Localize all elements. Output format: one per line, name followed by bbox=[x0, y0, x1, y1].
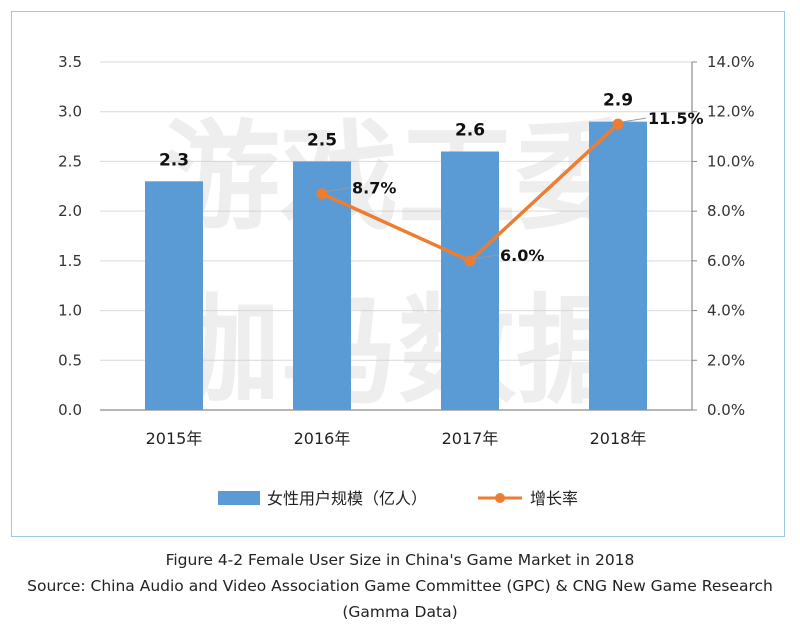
y-left-tick-label: 3.5 bbox=[58, 53, 82, 71]
bar bbox=[441, 151, 499, 410]
y-left-tick-label: 3.0 bbox=[58, 103, 82, 121]
y-right-tick-label: 8.0% bbox=[707, 202, 745, 220]
growth-rate-label: 6.0% bbox=[500, 246, 544, 265]
y-left-tick-label: 2.0 bbox=[58, 202, 82, 220]
growth-rate-leader bbox=[620, 117, 647, 123]
growth-rate-point bbox=[316, 188, 328, 200]
watermark-line-1: 游戏工委 bbox=[162, 108, 634, 246]
watermark: 游戏工委 伽马数据 bbox=[162, 108, 634, 420]
y-right-tick-label: 2.0% bbox=[707, 351, 745, 369]
bar-value-label: 2.5 bbox=[307, 130, 337, 150]
growth-rate-leader bbox=[472, 254, 499, 260]
growth-rate-label: 8.7% bbox=[352, 179, 396, 198]
y-right-tick-label: 10.0% bbox=[707, 152, 755, 170]
bar-series: 2.3 2.5 2.6 2.9 bbox=[145, 91, 647, 411]
bar bbox=[589, 121, 647, 411]
y-right-tick-label: 12.0% bbox=[707, 103, 755, 121]
legend-bar-swatch bbox=[218, 491, 260, 505]
figure-caption: Figure 4-2 Female User Size in China's G… bbox=[0, 547, 800, 625]
chart: 游戏工委 伽马数据 0.0 0.5 1.0 1.5 2.0 2.5 3.0 3.5 0.0% 2.… bbox=[58, 53, 755, 508]
axes: 0.0 0.5 1.0 1.5 2.0 2.5 3.0 3.5 0.0% 2.0% 4.0% 6.0%… bbox=[58, 53, 755, 448]
growth-rate-point bbox=[464, 255, 476, 267]
x-tick-label: 2017年 bbox=[442, 429, 499, 448]
bar bbox=[145, 181, 203, 410]
y-left-tick-label: 2.5 bbox=[58, 152, 82, 170]
bar-value-label: 2.3 bbox=[159, 150, 189, 170]
caption-source: Source: China Audio and Video Associatio… bbox=[27, 577, 773, 595]
legend-bar-label: 女性用户规模（亿人） bbox=[267, 489, 427, 508]
chart-frame bbox=[11, 11, 785, 537]
y-left-tick-label: 1.0 bbox=[58, 302, 82, 320]
caption-title: Figure 4-2 Female User Size in China's G… bbox=[165, 551, 635, 569]
x-tick-label: 2015年 bbox=[146, 429, 203, 448]
y-right-tick-label: 4.0% bbox=[707, 302, 745, 320]
growth-rate-point bbox=[612, 118, 624, 130]
watermark-line-2: 伽马数据 bbox=[162, 282, 634, 420]
y-right-tick-label: 6.0% bbox=[707, 252, 745, 270]
y-left-tick-label: 0.0 bbox=[58, 401, 82, 419]
legend: 女性用户规模（亿人） 增长率 bbox=[218, 489, 578, 508]
y-left-tick-label: 1.5 bbox=[58, 252, 82, 270]
y-right-tick-label: 0.0% bbox=[707, 401, 745, 419]
legend-line-label: 增长率 bbox=[530, 489, 578, 508]
x-tick-label: 2018年 bbox=[590, 429, 647, 448]
y-right-tick-label: 14.0% bbox=[707, 53, 755, 71]
caption-source-continued: (Gamma Data) bbox=[342, 603, 458, 621]
x-tick-label: 2016年 bbox=[294, 429, 351, 448]
legend-line-marker bbox=[495, 493, 505, 503]
y-left-tick-label: 0.5 bbox=[58, 351, 82, 369]
growth-rate-leader bbox=[324, 187, 351, 193]
bar-value-label: 2.9 bbox=[603, 91, 633, 111]
growth-rate-series: 8.7% 6.0% 11.5% bbox=[316, 109, 704, 267]
growth-rate-label: 11.5% bbox=[648, 109, 704, 128]
bar-value-label: 2.6 bbox=[455, 120, 485, 140]
